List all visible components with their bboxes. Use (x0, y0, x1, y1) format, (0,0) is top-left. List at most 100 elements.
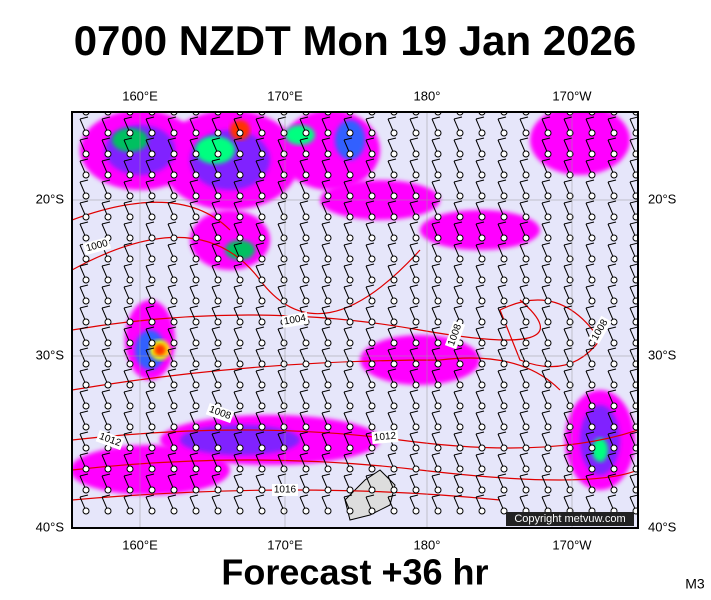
barb-station (632, 129, 638, 137)
barb-station (500, 129, 508, 137)
barb-station (346, 213, 354, 221)
wind-barb (277, 326, 288, 347)
wind-barb (519, 326, 530, 347)
barb-flag (365, 221, 375, 225)
barb-flag (453, 410, 463, 414)
barb-flag (321, 494, 331, 498)
barb-station (478, 171, 486, 179)
barb-flag (497, 368, 507, 372)
barb-station (390, 423, 398, 431)
barb-flag (321, 326, 331, 330)
barb-flag (629, 389, 638, 393)
barb-flag (343, 200, 353, 204)
barb-station (324, 171, 332, 179)
barb-flag (607, 284, 617, 288)
barb-flag (541, 200, 551, 204)
barb-station (478, 339, 486, 347)
barb-station (544, 402, 552, 410)
wind-barb (497, 116, 508, 137)
barb-flag (563, 389, 573, 393)
barb-station (82, 486, 90, 494)
wind-barb (585, 473, 596, 494)
wind-barb (519, 284, 530, 305)
barb-station (346, 339, 354, 347)
wind-barb (431, 473, 442, 494)
barb-station (82, 360, 90, 368)
wind-barb (607, 221, 618, 242)
wind-barb (321, 347, 332, 368)
barb-flag (519, 284, 529, 288)
barb-flag (541, 158, 551, 162)
barb-station (280, 507, 288, 515)
barb-flag (387, 326, 397, 330)
wind-barb (431, 137, 442, 158)
barb-station (148, 465, 156, 473)
wind-barb (497, 221, 508, 242)
barb-flag (365, 473, 375, 477)
wind-barb (475, 116, 486, 137)
barb-flag (211, 179, 221, 183)
barb-station (434, 171, 442, 179)
wind-barb (211, 200, 222, 221)
isobar-label: 1004 (283, 313, 307, 328)
wind-barb (629, 263, 638, 284)
wind-barb (563, 200, 574, 221)
wind-barb (343, 242, 354, 263)
barb-flag (255, 473, 265, 477)
barb-station (632, 276, 638, 284)
barb-station (214, 339, 222, 347)
wind-barb (255, 116, 266, 137)
wind-barb (299, 368, 310, 389)
barb-flag (607, 368, 617, 372)
barb-flag (365, 326, 375, 330)
barb-station (434, 318, 442, 326)
barb-flag (123, 452, 133, 456)
wind-barb (519, 347, 530, 368)
wind-barb (563, 410, 574, 431)
barb-flag (585, 158, 595, 162)
wind-barb (497, 158, 508, 179)
barb-station (214, 486, 222, 494)
wind-barb (497, 242, 508, 263)
barb-flag (453, 284, 463, 288)
barb-station (412, 213, 420, 221)
wind-barb (409, 284, 420, 305)
barb-station (126, 255, 134, 263)
wind-barb (211, 137, 222, 158)
wind-barb (321, 494, 332, 515)
barb-flag (299, 368, 309, 372)
wind-barb (453, 389, 464, 410)
barb-station (258, 486, 266, 494)
wind-barb (255, 221, 266, 242)
wind-barb (541, 410, 552, 431)
barb-flag (211, 494, 221, 498)
barb-flag (519, 116, 529, 120)
barb-station (214, 255, 222, 263)
barb-flag (189, 410, 199, 414)
barb-flag (409, 389, 419, 393)
barb-flag (321, 116, 331, 120)
wind-barb (585, 116, 596, 137)
barb-flag (541, 242, 551, 246)
barb-flag (189, 200, 199, 204)
barb-station (214, 318, 222, 326)
wind-barb (431, 158, 442, 179)
barb-station (522, 423, 530, 431)
barb-station (126, 171, 134, 179)
wind-barb (431, 431, 442, 452)
wind-barb (145, 410, 156, 431)
wind-barb (541, 473, 552, 494)
barb-flag (453, 137, 463, 141)
wind-barb (145, 263, 156, 284)
barb-flag (321, 368, 331, 372)
wind-barb (299, 200, 310, 221)
wind-barb (475, 242, 486, 263)
barb-station (302, 360, 310, 368)
barb-flag (541, 263, 551, 267)
barb-station (588, 402, 596, 410)
barb-station (214, 297, 222, 305)
wind-barb (409, 305, 420, 326)
barb-station (566, 444, 574, 452)
barb-station (324, 465, 332, 473)
barb-flag (233, 221, 243, 225)
